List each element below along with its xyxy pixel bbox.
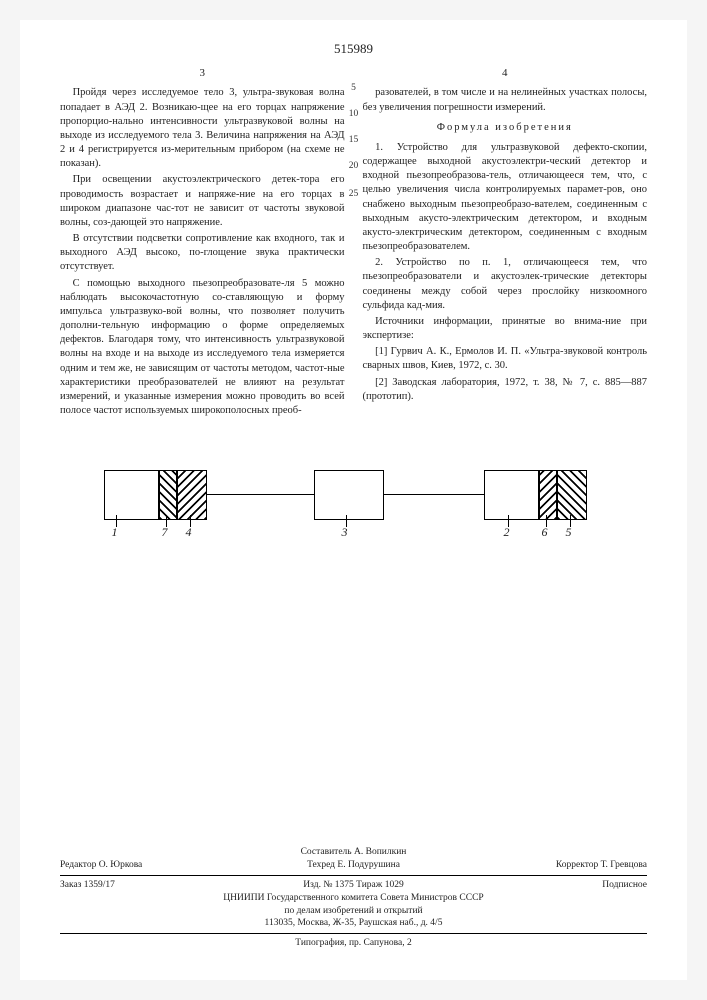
block-2 [484,470,539,520]
diagram-label: 2 [504,524,510,540]
para: [2] Заводская лаборатория, 1972, т. 38, … [363,376,648,404]
para: В отсутствии подсветки сопротивление как… [60,232,345,275]
editor: Редактор О. Юркова [60,859,256,872]
subscription: Подписное [451,879,647,892]
addr: 113035, Москва, Ж-35, Раушская наб., д. … [60,917,647,930]
compiler: Составитель А. Вопилкин [60,846,647,859]
para: 1. Устройство для ультразвуковой дефекто… [363,141,648,254]
techred: Техред Е. Подурушина [256,859,452,872]
corrector: Корректор Т. Гревцова [451,859,647,872]
wire [384,494,484,495]
diagram-label: 7 [162,524,168,540]
edition: Изд. № 1375 Тираж 1029 [256,879,452,892]
diagram-label: 6 [542,524,548,540]
rule [60,933,647,934]
footer: Составитель А. Вопилкин Редактор О. Юрко… [60,846,647,950]
org1: ЦНИИПИ Государственного комитета Совета … [60,892,647,905]
para: Источники информации, принятые во внима-… [363,315,648,343]
diagram-label: 5 [566,524,572,540]
block-3 [314,470,384,520]
block-5 [557,470,587,520]
line-num: 25 [349,188,359,201]
rule [60,875,647,876]
para: [1] Гурвич А. К., Ермолов И. П. «Ультра-… [363,345,648,373]
para: Пройдя через исследуемое тело 3, ультра-… [60,86,345,171]
wire [207,494,314,495]
right-column: 4 разователей, в том числе и на нелинейн… [363,66,648,421]
block-7 [159,470,177,520]
col-num-right: 4 [363,66,648,81]
block-4 [177,470,207,520]
left-column: 3 Пройдя через исследуемое тело 3, ультр… [60,66,345,421]
col-num-left: 3 [60,66,345,81]
order: Заказ 1359/17 [60,879,256,892]
line-num: 5 [351,82,356,95]
diagram-label: 4 [186,524,192,540]
line-num: 10 [349,108,359,121]
para: При освещении акустоэлектрического детек… [60,173,345,230]
printer: Типография, пр. Сапунова, 2 [60,937,647,950]
patent-number: 515989 [60,40,647,58]
para: разователей, в том числе и на нелинейных… [363,86,648,114]
formula-title: Формула изобретения [363,121,648,135]
footer-row: Заказ 1359/17 Изд. № 1375 Тираж 1029 Под… [60,879,647,892]
footer-row: Редактор О. Юркова Техред Е. Подурушина … [60,859,647,872]
line-num: 20 [349,160,359,173]
para: С помощью выходного пьезопреобразовате-л… [60,277,345,419]
page: { "patent_number": "515989", "col_left_n… [20,20,687,980]
para: 2. Устройство по п. 1, отличающееся тем,… [363,256,648,313]
block-1 [104,470,159,520]
block-6 [539,470,557,520]
diagram-label: 1 [112,524,118,540]
diagram-label: 3 [342,524,348,540]
circuit-diagram: 1 7 4 3 2 6 5 [104,460,604,550]
org2: по делам изобретений и открытий [60,905,647,918]
line-num: 15 [349,134,359,147]
